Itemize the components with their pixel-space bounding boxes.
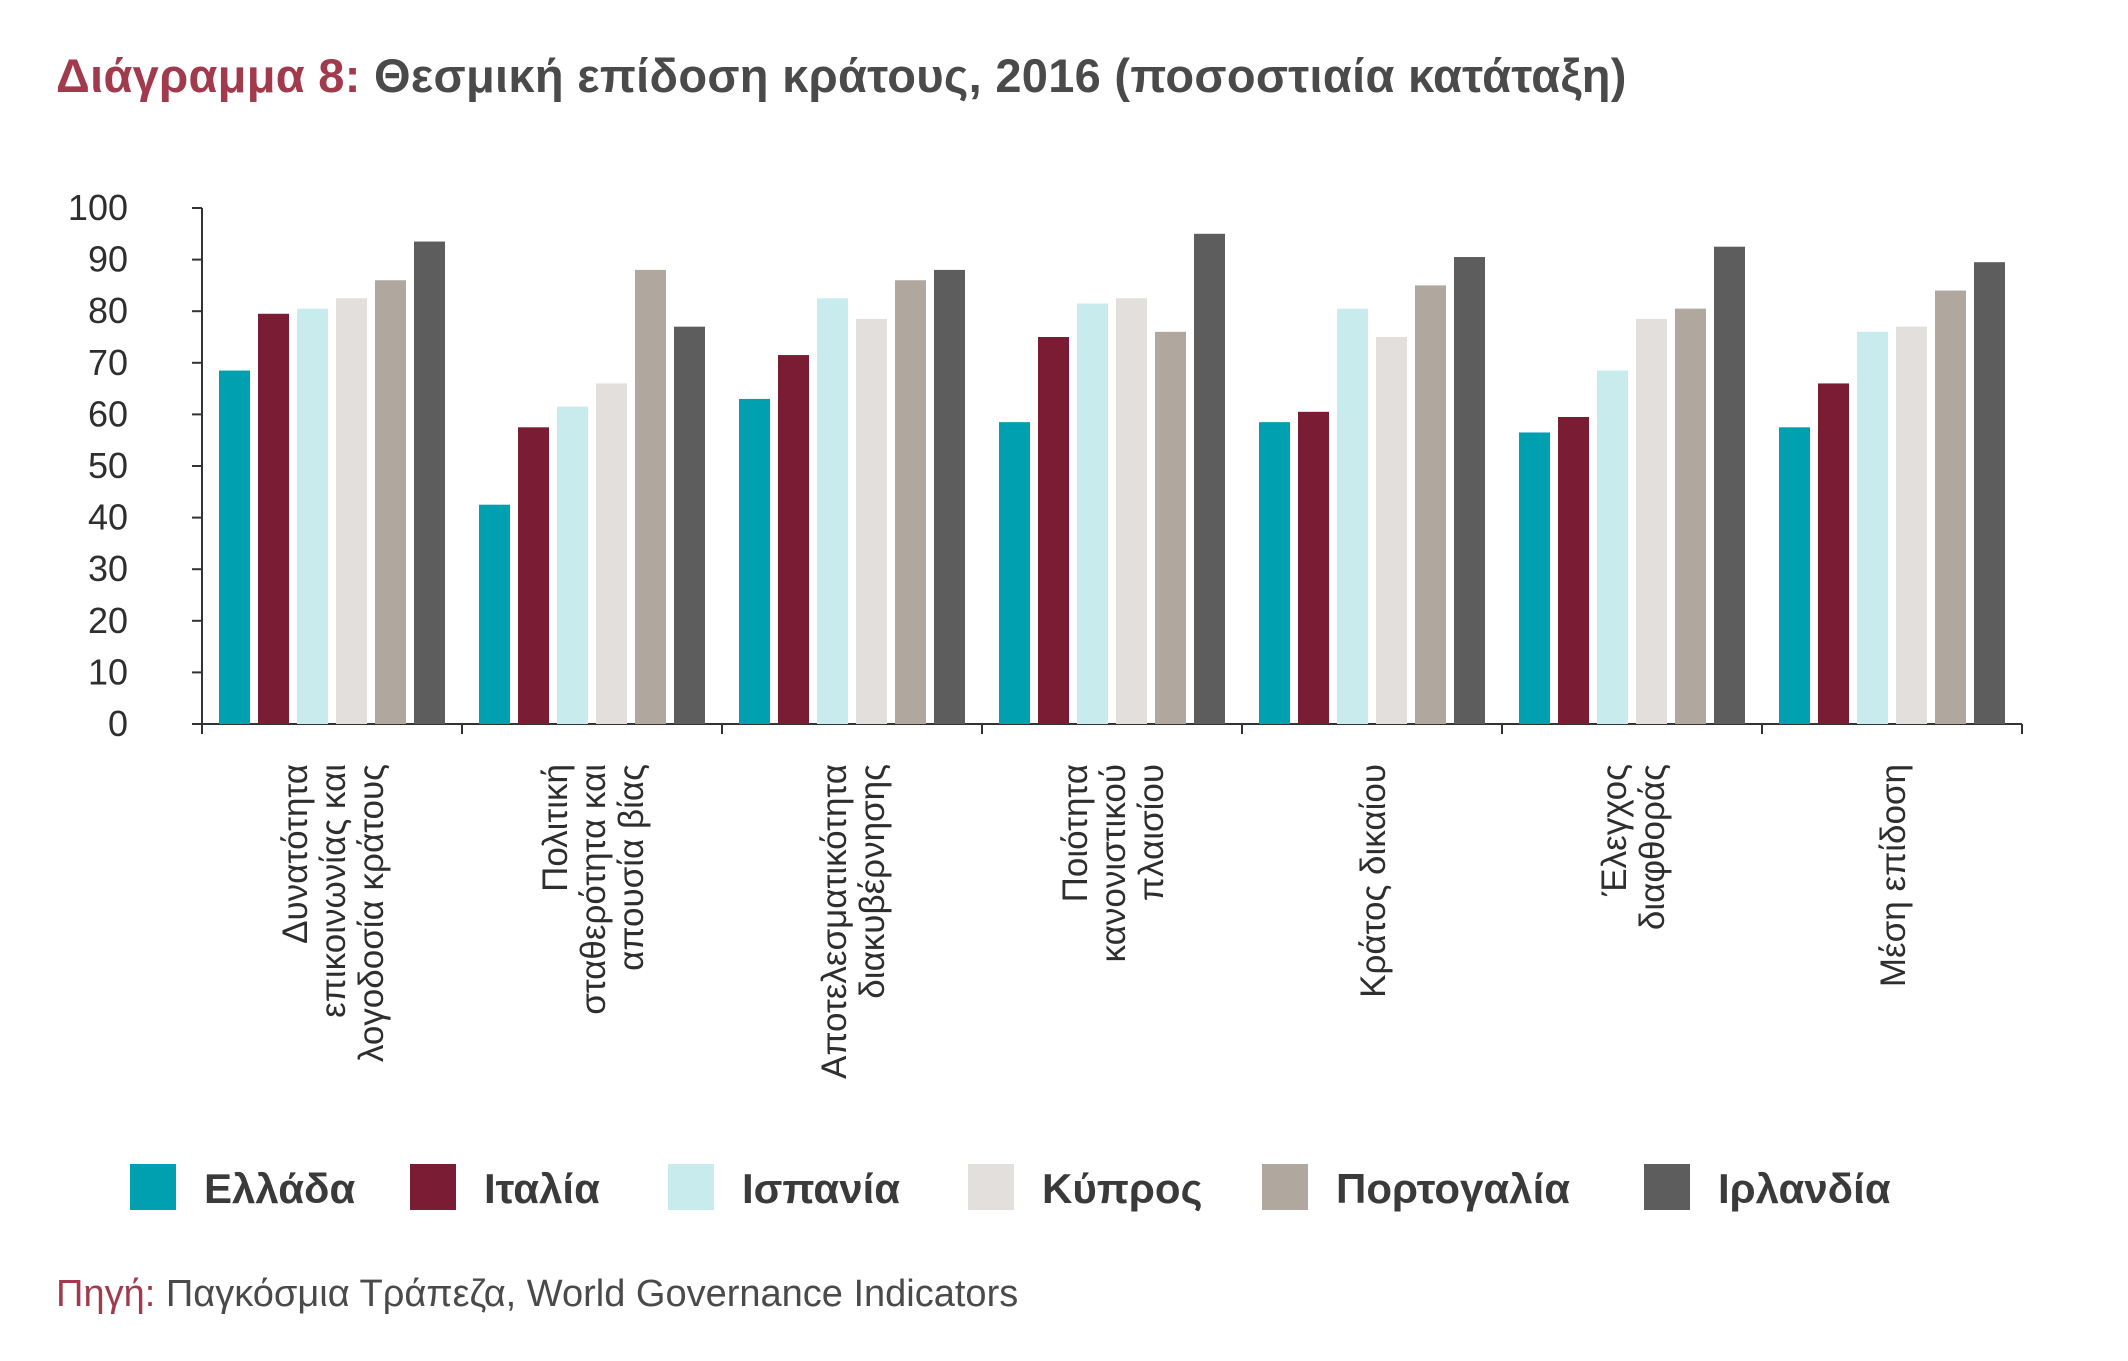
bar [635,269,666,724]
bar [1116,298,1147,724]
bar [1376,337,1407,724]
bar [1857,331,1888,724]
y-tick-label: 20 [88,600,128,641]
bar [258,313,289,724]
x-category-label: κανονιστικού [1094,764,1133,962]
bar [1337,308,1368,724]
x-category-label: απουσία βίας [612,764,651,971]
figure-title: Διάγραμμα 8: Θεσμική επίδοση κράτους, 20… [56,48,1627,103]
bar [596,383,627,724]
legend-swatch [130,1164,176,1210]
legend-label: Κύπρος [1042,1165,1202,1212]
legend-label: Ελλάδα [204,1165,356,1212]
bar [1714,246,1745,724]
bar [1675,308,1706,724]
legend-swatch [668,1164,714,1210]
bar [1077,303,1108,724]
y-tick-label: 30 [88,548,128,589]
bar [1558,416,1589,724]
bar [1636,318,1667,724]
x-category-label: διακυβέρνησης [853,764,892,999]
legend-swatch [410,1164,456,1210]
x-category-label: Ποιότητα [1056,764,1095,902]
bar [1935,290,1966,724]
y-tick-label: 90 [88,239,128,280]
x-category-label: Πολιτική [536,764,575,892]
y-tick-label: 10 [88,651,128,692]
y-tick-label: 100 [68,187,128,228]
x-category-label: λογοδοσία κράτους [352,764,391,1062]
bar [1155,331,1186,724]
bar [479,504,510,724]
y-tick-label: 70 [88,342,128,383]
bar [297,308,328,724]
figure-number: Διάγραμμα 8: [56,49,361,102]
y-tick-label: 40 [88,497,128,538]
bar [817,298,848,724]
x-category-label: διαφθοράς [1633,764,1672,930]
bar [1454,257,1485,724]
bar [1194,233,1225,725]
source-label: Πηγή: [56,1273,156,1315]
bar [1974,262,2005,724]
x-category-label: Έλεγχος [1595,764,1634,897]
y-tick-label: 0 [108,703,128,744]
x-category-label: επικοινωνίας και [314,764,353,1018]
legend-label: Ιταλία [484,1165,600,1212]
bar [1519,432,1550,724]
bar [895,280,926,724]
legend-label: Ισπανία [742,1165,900,1212]
legend-label: Ιρλανδία [1718,1165,1891,1212]
x-category-label: Αποτελεσματικότητα [815,764,854,1079]
x-category-label: Δυνατότητα [276,764,315,944]
bar [375,280,406,724]
bar [1038,337,1069,724]
source-text: Παγκόσμια Τράπεζα, World Governance Indi… [155,1273,1019,1315]
y-tick-label: 60 [88,393,128,434]
bar [1818,383,1849,724]
bar [219,370,250,724]
source-note: Πηγή: Παγκόσμια Τράπεζα, World Governanc… [56,1273,1018,1316]
bar [518,427,549,724]
bar [414,241,445,725]
legend-swatch [968,1164,1014,1210]
bar [1298,411,1329,724]
x-category-label: πλαισίου [1132,764,1171,901]
x-category-label: Κράτος δικαίου [1354,764,1393,998]
y-tick-label: 80 [88,290,128,331]
legend-swatch [1262,1164,1308,1210]
bar [1259,422,1290,724]
bar [856,318,887,724]
bar [674,326,705,724]
bar [1415,285,1446,724]
bar [557,406,588,724]
x-category-label: σταθερότητα και [574,764,613,1015]
bar [778,355,809,724]
bar [336,298,367,724]
legend-label: Πορτογαλία [1336,1165,1570,1212]
bar [1597,370,1628,724]
bar [934,269,965,724]
bar [1779,427,1810,724]
bar [739,398,770,724]
bar [999,422,1030,724]
bar [1896,326,1927,724]
legend-swatch [1644,1164,1690,1210]
figure-title-text: Θεσμική επίδοση κράτους, 2016 (ποσοστιαί… [360,49,1627,102]
y-tick-label: 50 [88,445,128,486]
x-category-label: Μέση επίδοση [1874,764,1913,987]
